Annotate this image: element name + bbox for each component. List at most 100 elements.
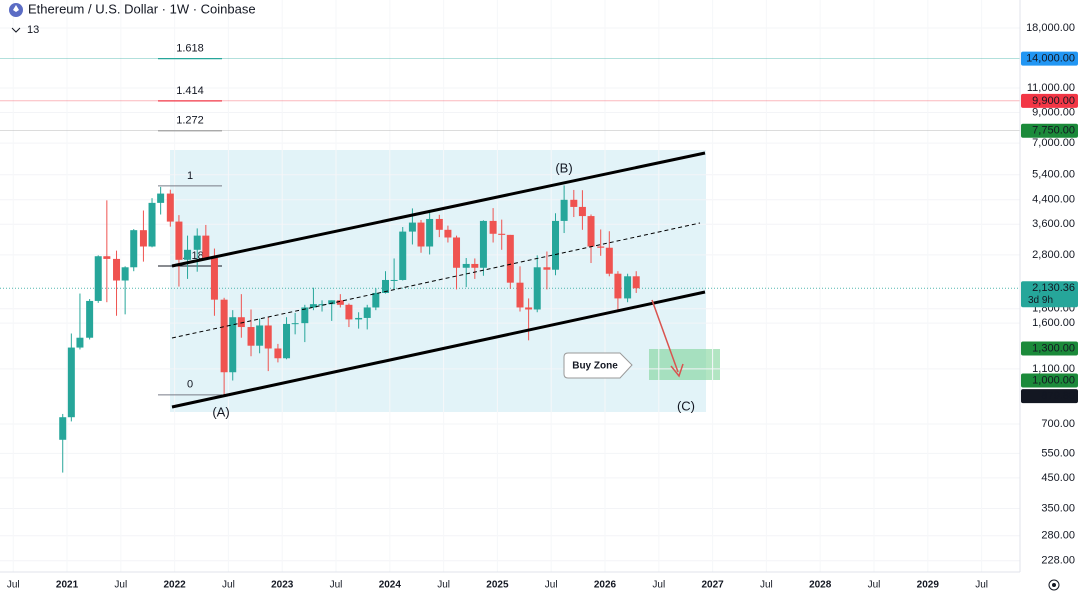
- y-tick-label: 5,400.00: [1032, 169, 1075, 181]
- candle-body: [632, 276, 640, 289]
- price-badge-label: 1,000.00: [1032, 374, 1075, 386]
- y-tick-label: 7,000.00: [1032, 137, 1075, 149]
- candle-body: [363, 307, 371, 318]
- x-tick-label: Jul: [114, 580, 127, 591]
- candle-body: [533, 267, 541, 310]
- candle-body: [193, 235, 201, 250]
- candles: [59, 185, 640, 473]
- price-badge: [1021, 51, 1078, 66]
- candle-body: [202, 235, 210, 259]
- x-tick-label: 2026: [594, 580, 617, 591]
- fib-label: 1: [187, 170, 193, 182]
- price-badge-label: 2,130.36: [1032, 282, 1075, 294]
- x-tick-label: Jul: [975, 580, 988, 591]
- settings-icon[interactable]: [1048, 579, 1060, 591]
- price-badge: [1021, 123, 1078, 138]
- candle-body: [210, 258, 218, 300]
- candle-body: [543, 267, 551, 270]
- candle-body: [552, 220, 560, 270]
- candle-body: [59, 417, 67, 440]
- candle-body: [175, 221, 183, 260]
- candle-body: [157, 193, 165, 203]
- x-tick-label: 2022: [164, 580, 187, 591]
- candle-body: [578, 206, 586, 217]
- price-badge: [1021, 281, 1078, 308]
- candle-body: [309, 304, 317, 308]
- x-tick-label: Jul: [760, 580, 773, 591]
- candle-body: [498, 233, 506, 235]
- candle-body: [121, 267, 129, 281]
- y-tick-label: 4,400.00: [1032, 194, 1075, 206]
- eth-icon-glyph: [13, 5, 19, 12]
- candle-body: [453, 237, 461, 268]
- header-title: Ethereum / U.S. Dollar · 1W · Coinbase: [28, 1, 256, 16]
- candle-body: [570, 199, 578, 207]
- y-tick-label: 2,800.00: [1032, 249, 1075, 261]
- fib-label: 1.414: [176, 85, 204, 97]
- price-badge: [1021, 389, 1078, 404]
- grid: [0, 27, 1020, 562]
- candle-body: [382, 279, 390, 293]
- candle-body: [355, 317, 363, 320]
- candle-body: [264, 325, 272, 349]
- x-tick-label: Jul: [222, 580, 235, 591]
- countdown: 3d 9h: [1028, 295, 1053, 306]
- candle-body: [76, 337, 84, 348]
- candle-body: [506, 234, 514, 283]
- candle-body: [94, 256, 102, 301]
- axes: 18,000.0011,000.009,000.007,000.005,400.…: [7, 22, 1078, 591]
- candle-body: [462, 263, 470, 268]
- price-badge: [1021, 373, 1078, 388]
- candle-body: [237, 317, 245, 328]
- candle-body: [417, 222, 425, 247]
- y-tick-label: 11,000.00: [1027, 82, 1075, 94]
- candle-body: [614, 273, 622, 299]
- wave-label: (B): [555, 160, 572, 175]
- x-tick-label: 2021: [56, 580, 79, 591]
- time-axis: [0, 572, 1080, 596]
- fib-label: 1.618: [176, 43, 204, 55]
- y-tick-label: 228.00: [1041, 555, 1075, 567]
- y-tick-label: 700.00: [1041, 418, 1075, 430]
- price-badge: [1021, 93, 1078, 108]
- candle-body: [345, 304, 353, 320]
- price-badge-label: 14,000.00: [1026, 53, 1075, 65]
- settings-icon-dot[interactable]: [1052, 583, 1056, 587]
- candle-body: [444, 229, 452, 238]
- y-tick-label: 18,000.00: [1026, 22, 1075, 34]
- candle-body: [471, 263, 479, 268]
- candle-body: [318, 304, 326, 306]
- candle-body: [256, 325, 264, 346]
- candle-body: [328, 300, 336, 305]
- x-tick-label: Jul: [330, 580, 343, 591]
- price-badge-label: 1,300.00: [1032, 342, 1075, 354]
- candle-body: [399, 231, 407, 280]
- callout: [563, 352, 633, 379]
- indicator-count: 13: [27, 24, 39, 36]
- candle-body: [435, 218, 443, 230]
- channel-upper: [171, 151, 706, 268]
- candle-body: [274, 348, 282, 359]
- candle-body: [184, 249, 192, 260]
- candle-body: [139, 230, 147, 247]
- fib-label: 0: [187, 379, 193, 391]
- candle-body: [283, 323, 291, 359]
- wave-label: (A): [212, 404, 229, 419]
- y-tick-label: 350.00: [1041, 502, 1075, 514]
- arrow-head: [670, 363, 684, 378]
- y-tick-label: 450.00: [1041, 472, 1075, 484]
- candle-body: [390, 279, 398, 281]
- candle-body: [597, 246, 605, 248]
- x-tick-label: Jul: [652, 580, 665, 591]
- x-tick-label: Jul: [545, 580, 558, 591]
- candle-body: [247, 327, 255, 346]
- y-tick-label: 1,600.00: [1032, 317, 1075, 329]
- candle-body: [86, 300, 94, 338]
- y-tick-label: 3,600.00: [1032, 218, 1075, 230]
- candle-body: [113, 258, 121, 281]
- y-tick-label: 550.00: [1041, 447, 1075, 459]
- candle-body: [67, 347, 75, 418]
- candle-body: [560, 199, 568, 221]
